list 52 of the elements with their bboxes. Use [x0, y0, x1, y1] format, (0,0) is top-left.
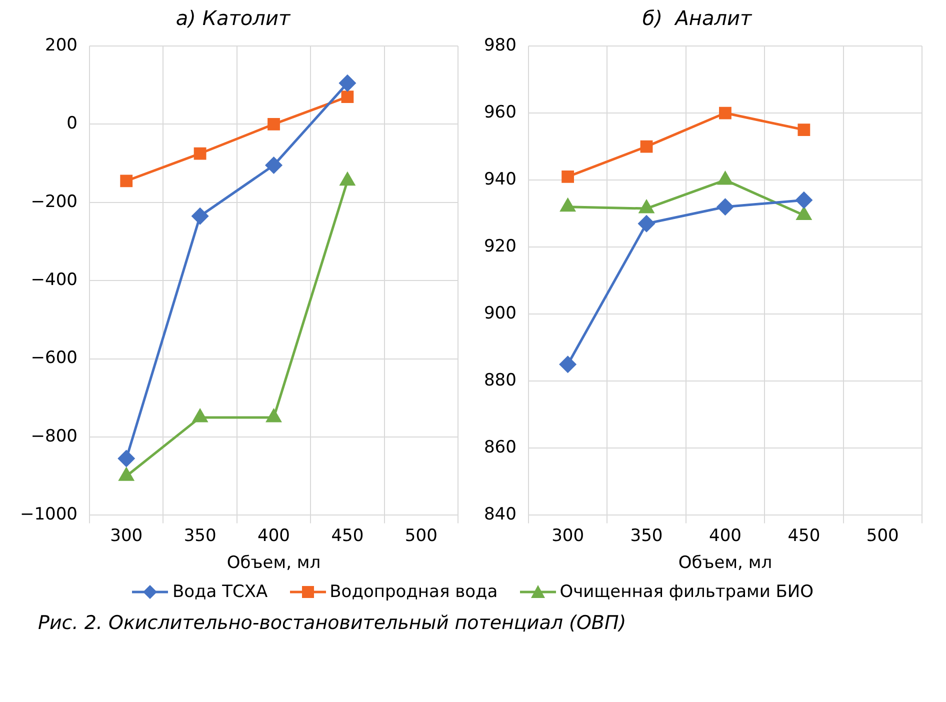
x-axis-title: Объем, мл — [226, 553, 321, 574]
x-tick-label: 450 — [788, 526, 820, 546]
x-axis-title: Объем, мл — [678, 553, 772, 574]
x-tick-label: 400 — [258, 526, 290, 546]
point — [119, 468, 134, 481]
point — [341, 90, 354, 104]
legend-label: Водопродная вода — [330, 582, 498, 602]
x-tick-label: 500 — [866, 526, 899, 546]
x-tick-label: 300 — [110, 526, 143, 546]
x-tick-label: 500 — [404, 526, 438, 546]
y-tick-label: 840 — [484, 504, 516, 525]
x-tick-label: 450 — [331, 526, 364, 546]
x-tick-label: 350 — [630, 526, 663, 546]
x-tick-label: 350 — [184, 526, 216, 546]
point — [194, 147, 206, 160]
x-tick-label: 400 — [708, 526, 742, 546]
point — [266, 409, 282, 422]
y-tick-label: 960 — [484, 102, 516, 122]
y-tick-label: 200 — [45, 35, 78, 56]
y-tick-label: −400 — [30, 270, 78, 290]
y-tick-label: 0 — [66, 114, 78, 134]
y-tick-label: −1000 — [20, 504, 78, 525]
y-tick-label: 860 — [484, 438, 516, 458]
point — [716, 198, 734, 216]
chart-title: а) Католит — [176, 6, 292, 30]
point — [192, 409, 208, 422]
y-tick-label: −200 — [30, 192, 78, 212]
chart-title: б) Аналит — [642, 6, 753, 30]
point — [192, 208, 208, 224]
point — [120, 174, 133, 188]
point — [339, 74, 356, 92]
legend-label: Вода ТСХА — [172, 582, 268, 602]
legend-label: Очищенная фильтрами БИО — [560, 582, 814, 602]
point — [798, 124, 810, 136]
point — [640, 140, 653, 153]
point — [266, 157, 282, 174]
y-tick-label: −800 — [30, 426, 78, 446]
point — [562, 170, 574, 183]
point — [268, 118, 280, 130]
point — [796, 192, 812, 208]
point — [340, 172, 355, 186]
x-tick-label: 300 — [552, 526, 584, 546]
y-tick-label: −600 — [30, 348, 78, 368]
point — [638, 215, 655, 232]
y-tick-label: 940 — [484, 169, 516, 190]
y-tick-label: 980 — [484, 35, 516, 56]
point — [719, 106, 732, 120]
y-tick-label: 920 — [484, 236, 516, 257]
y-tick-label: 880 — [484, 370, 516, 391]
y-tick-label: 900 — [484, 304, 516, 324]
point — [560, 356, 576, 373]
text: Рис. 2. Окислительно-востановительный потенциал (ОВП) — [38, 612, 628, 634]
